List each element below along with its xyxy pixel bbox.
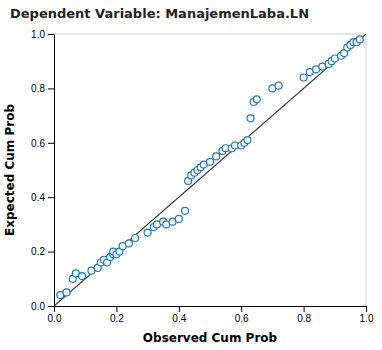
tick-mark <box>366 306 367 312</box>
y-axis-title: Expected Cum Prob <box>3 104 17 236</box>
tick: 0.4 <box>172 306 186 324</box>
reference-line <box>54 34 366 306</box>
tick-label: 0.4 <box>172 313 186 324</box>
plot: 0.0 0.2 0.4 0.6 0.8 1.0 0.0 0.2 0.4 0.6 0.8 1.0 <box>31 29 374 324</box>
tick-label: 0.0 <box>31 301 45 312</box>
tick-label: 1.0 <box>360 313 374 324</box>
tick-mark <box>48 88 54 89</box>
point <box>247 115 254 122</box>
tick-mark <box>116 306 117 312</box>
tick-label: 0.4 <box>31 192 45 203</box>
tick-label: 0.0 <box>48 313 62 324</box>
marks <box>54 34 366 306</box>
tick-mark <box>48 34 54 35</box>
tick-mark <box>48 197 54 198</box>
tick-mark <box>304 306 305 312</box>
y-axis: 0.0 0.2 0.4 0.6 0.8 1.0 <box>31 29 54 312</box>
point <box>182 207 189 214</box>
point <box>175 215 182 222</box>
tick: 0.6 <box>31 138 54 149</box>
tick: 0.2 <box>31 246 54 257</box>
x-axis-title: Observed Cum Prob <box>143 331 278 345</box>
chart: Dependent Variable: ManajemenLaba.LN0.00… <box>0 0 382 350</box>
tick: 0.6 <box>235 306 249 324</box>
point <box>79 273 86 280</box>
tick-label: 0.6 <box>31 138 45 149</box>
point <box>63 289 70 296</box>
tick-mark <box>48 143 54 144</box>
point <box>125 240 132 247</box>
point <box>132 235 139 242</box>
point <box>275 82 282 89</box>
point <box>253 96 260 103</box>
point <box>207 158 214 165</box>
tick: 1.0 <box>31 29 54 40</box>
tick: 1.0 <box>360 306 374 324</box>
x-axis: 0.0 0.2 0.4 0.6 0.8 1.0 <box>48 306 374 324</box>
tick: 0.0 <box>31 301 54 312</box>
tick-label: 1.0 <box>31 29 45 40</box>
tick: 0.0 <box>48 306 62 324</box>
tick-label: 0.2 <box>31 246 45 257</box>
axis-domain <box>55 307 367 313</box>
tick: 0.4 <box>31 192 54 203</box>
point <box>144 229 151 236</box>
point <box>300 74 307 81</box>
axis-domain <box>48 35 55 307</box>
frame <box>54 34 366 35</box>
title: Dependent Variable: ManajemenLaba.LN <box>10 6 309 21</box>
frame <box>366 34 367 306</box>
tick: 0.2 <box>110 306 124 324</box>
tick-label: 0.8 <box>31 83 45 94</box>
tick-label: 0.2 <box>110 313 124 324</box>
point <box>244 137 251 144</box>
tick-mark <box>48 306 54 307</box>
tick-label: 0.8 <box>297 313 311 324</box>
tick: 0.8 <box>31 83 54 94</box>
tick-label: 0.6 <box>235 313 249 324</box>
tick-mark <box>48 252 54 253</box>
tick: 0.8 <box>297 306 311 324</box>
point <box>356 36 363 43</box>
tick-mark <box>241 306 242 312</box>
tick-mark <box>179 306 180 312</box>
point <box>213 153 220 160</box>
